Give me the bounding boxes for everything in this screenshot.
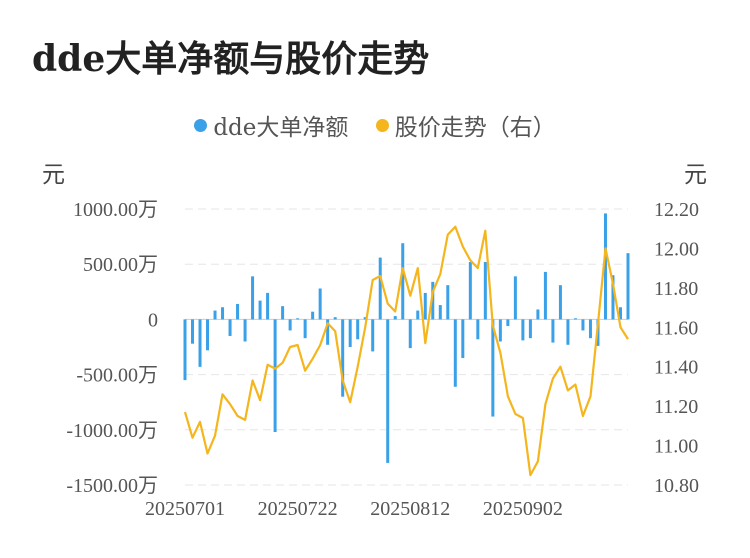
dde-bar xyxy=(603,213,607,320)
dde-bar xyxy=(266,292,270,320)
x-tick-label: 20250902 xyxy=(483,498,563,520)
legend-label-dde: dde大单净额 xyxy=(213,115,349,141)
dde-bar xyxy=(453,319,457,387)
dde-bar xyxy=(408,319,412,349)
legend-item-dde[interactable]: dde大单净额 xyxy=(194,108,348,142)
left-axis-unit: 元 xyxy=(42,162,65,188)
dde-bar xyxy=(423,292,427,320)
dde-bar xyxy=(221,307,225,320)
right-tick-label: 12.20 xyxy=(654,199,699,221)
dde-bar xyxy=(341,319,345,397)
dde-bar xyxy=(296,318,300,320)
dde-bar xyxy=(438,305,442,320)
dde-bar xyxy=(273,319,277,433)
price-line xyxy=(183,225,629,477)
dde-bar xyxy=(543,271,547,320)
dde-bar xyxy=(191,319,195,344)
dde-bar xyxy=(251,276,255,320)
right-tick-label: 11.00 xyxy=(654,436,698,458)
dde-bar xyxy=(521,319,525,341)
dde-bar xyxy=(348,319,352,347)
dde-bar xyxy=(626,253,630,320)
legend-dot-dde xyxy=(194,118,208,132)
chart-title: dde大单净额与股价走势 xyxy=(32,38,430,80)
right-tick-label: 11.20 xyxy=(654,396,698,418)
dde-bar xyxy=(558,285,562,320)
left-tick-label: -1000.00万 xyxy=(66,420,158,442)
right-tick-label: 12.00 xyxy=(654,238,699,260)
right-tick-label: 11.40 xyxy=(654,357,698,379)
dde-bar xyxy=(566,319,570,345)
dde-bar xyxy=(378,257,382,320)
dde-bar xyxy=(461,319,465,359)
dde-bar xyxy=(371,319,375,352)
dde-bar xyxy=(573,318,577,320)
legend-label-price: 股价走势（右） xyxy=(394,115,556,141)
dde-bar xyxy=(393,316,397,320)
dde-bar xyxy=(401,243,405,320)
dde-bar xyxy=(206,319,210,351)
dde-bar xyxy=(243,319,247,342)
dde-bar xyxy=(506,319,510,327)
dde-bar xyxy=(356,319,360,340)
dde-bar xyxy=(446,285,450,320)
dde-bar xyxy=(236,303,240,320)
x-tick-label: 20250812 xyxy=(370,498,450,520)
dde-bar xyxy=(513,276,517,320)
left-tick-label: -500.00万 xyxy=(76,365,158,387)
x-tick-label: 20250701 xyxy=(145,498,225,520)
dde-bar xyxy=(281,306,285,320)
right-tick-label: 11.80 xyxy=(654,278,698,300)
legend-item-price[interactable]: 股价走势（右） xyxy=(375,108,556,142)
dde-bar xyxy=(468,261,472,320)
right-axis-unit: 元 xyxy=(684,162,707,188)
dde-bar xyxy=(198,319,202,367)
legend: dde大单净额 股价走势（右） xyxy=(0,108,750,142)
dde-bar xyxy=(416,310,420,320)
dde-bar xyxy=(363,317,367,320)
dde-bar xyxy=(618,307,622,320)
dde-bar xyxy=(536,309,540,320)
dde-bar xyxy=(483,261,487,320)
dde-bar xyxy=(491,319,495,417)
legend-dot-price xyxy=(375,118,389,132)
dde-bar xyxy=(528,319,532,339)
dde-bar xyxy=(431,281,435,320)
dde-bar xyxy=(258,300,262,320)
right-tick-label: 11.60 xyxy=(654,317,698,339)
dde-bar xyxy=(318,288,322,320)
dde-bar xyxy=(228,319,232,336)
dde-bar xyxy=(588,319,592,339)
dde-bar xyxy=(611,275,615,320)
dde-bar xyxy=(183,319,187,381)
x-tick-label: 20250722 xyxy=(258,498,338,520)
dde-bar xyxy=(551,319,555,343)
left-tick-label: 0 xyxy=(148,309,158,331)
right-tick-label: 10.80 xyxy=(654,475,699,497)
dde-bar xyxy=(476,319,480,340)
left-tick-label: 1000.00万 xyxy=(73,199,158,221)
left-tick-label: 500.00万 xyxy=(83,254,158,276)
dde-bar xyxy=(326,319,330,345)
dde-bar xyxy=(303,319,307,339)
dde-bar xyxy=(311,311,315,320)
dde-bar xyxy=(386,319,390,463)
dde-bar xyxy=(288,319,292,331)
dde-bar xyxy=(498,319,502,342)
left-tick-label: -1500.00万 xyxy=(66,475,158,497)
dde-bar xyxy=(213,310,217,320)
dde-bar xyxy=(581,319,585,331)
dde-bar xyxy=(333,317,337,320)
